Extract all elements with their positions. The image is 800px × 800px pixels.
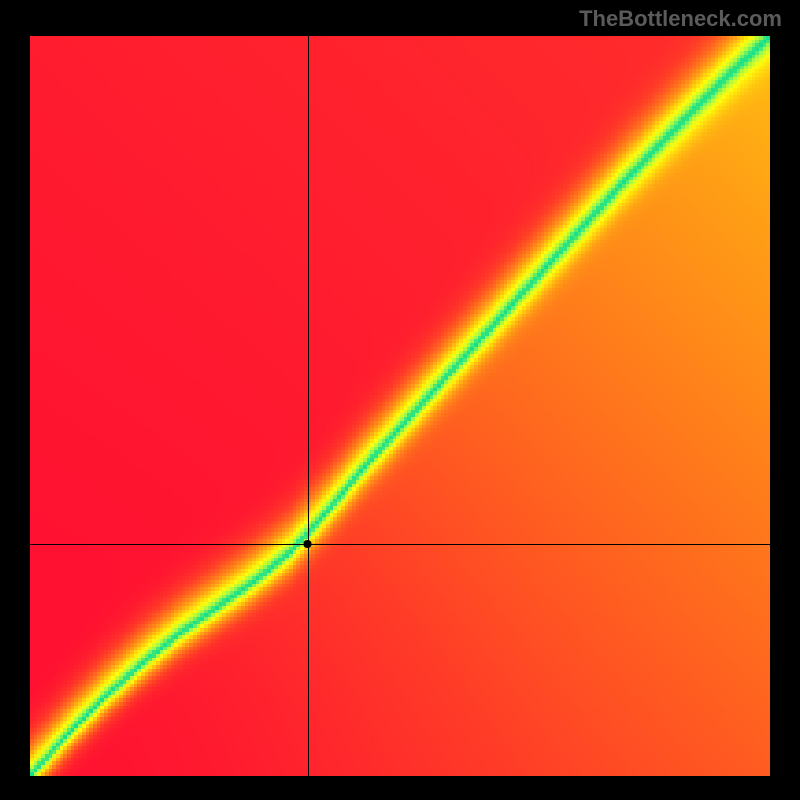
chart-container: TheBottleneck.com [0, 0, 800, 800]
bottleneck-heatmap [0, 0, 800, 800]
attribution-text: TheBottleneck.com [579, 6, 782, 32]
